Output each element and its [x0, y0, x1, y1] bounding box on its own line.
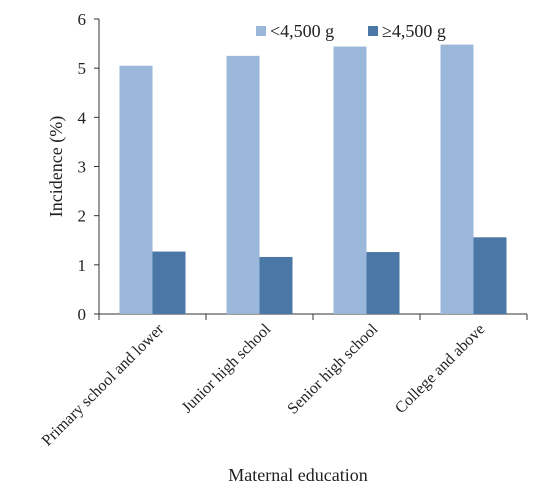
bar — [333, 46, 367, 315]
y-tick-label: 2 — [78, 207, 87, 226]
x-category-label: Junior high school — [179, 320, 275, 416]
legend-label: ≥4,500 g — [382, 21, 446, 41]
x-category-label: Primary school and lower — [39, 320, 168, 449]
y-tick-label: 0 — [78, 305, 87, 324]
bars — [119, 44, 507, 315]
x-category-label: Senior high school — [284, 320, 381, 417]
y-tick-label: 1 — [78, 256, 87, 275]
bar — [226, 55, 260, 314]
bar — [473, 237, 507, 314]
legend-swatch — [368, 26, 378, 36]
bar — [119, 65, 153, 314]
legend-swatch — [256, 26, 266, 36]
bar — [259, 256, 293, 314]
y-tick-label: 5 — [78, 59, 87, 78]
y-tick-label: 6 — [78, 10, 87, 29]
y-axis-title: Incidence (%) — [46, 116, 67, 217]
legend-label: <4,500 g — [270, 21, 334, 41]
y-tick-label: 4 — [78, 108, 87, 127]
bar — [440, 44, 474, 315]
bar — [152, 251, 186, 314]
bar — [366, 252, 400, 314]
x-axis-title: Maternal education — [228, 465, 367, 485]
y-tick-label: 3 — [78, 158, 87, 177]
x-category-label: College and above — [392, 321, 488, 417]
legend: <4,500 g ≥4,500 g — [256, 21, 446, 41]
